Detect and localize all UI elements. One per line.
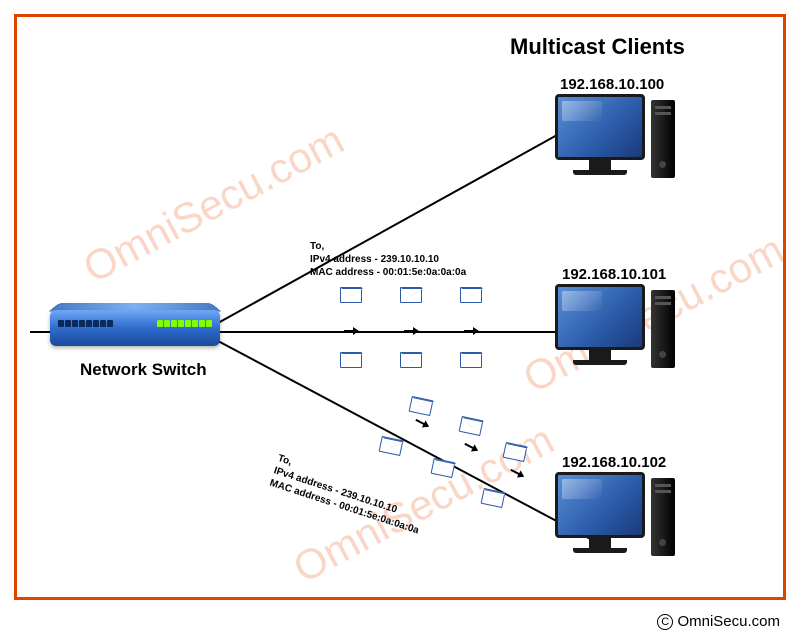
line-to-client-2: [220, 331, 560, 333]
arrow-icon: [464, 330, 478, 332]
client-1-pc-icon: [555, 94, 645, 175]
diagram-title: Multicast Clients: [510, 34, 685, 60]
client-3-pc-icon: [555, 472, 645, 553]
copyright-icon: C: [657, 614, 673, 630]
switch-label: Network Switch: [80, 360, 207, 380]
arrow-icon: [344, 330, 358, 332]
envelope-icon: [460, 287, 482, 303]
client-2-ip: 192.168.10.101: [562, 266, 666, 283]
envelope-icon: [340, 287, 362, 303]
packet-annotation-1: To, IPv4 address - 239.10.10.10 MAC addr…: [310, 240, 466, 279]
envelope-icon: [400, 287, 422, 303]
envelope-icon: [460, 352, 482, 368]
client-3-ip: 192.168.10.102: [562, 454, 666, 471]
envelope-icon: [340, 352, 362, 368]
client-1-ip: 192.168.10.100: [560, 76, 664, 93]
envelope-icon: [400, 352, 422, 368]
arrow-icon: [404, 330, 418, 332]
copyright-text: C OmniSecu.com: [657, 613, 780, 630]
network-switch-icon: [50, 310, 220, 346]
client-2-pc-icon: [555, 284, 645, 365]
